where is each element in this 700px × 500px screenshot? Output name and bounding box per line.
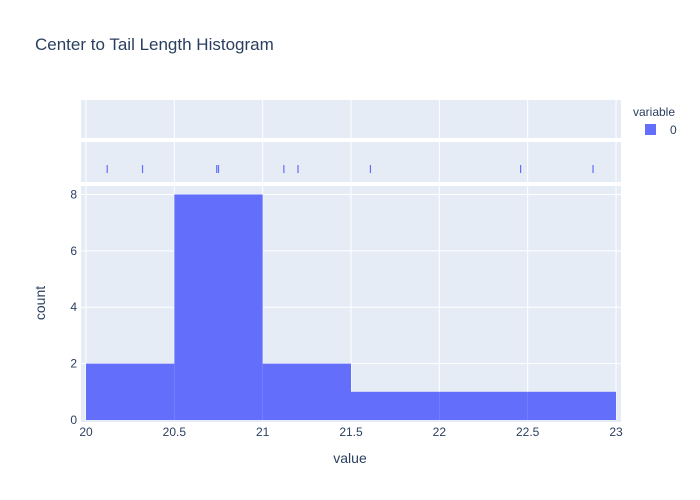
x-tick-label: 22.5 (516, 425, 540, 439)
histogram-bars (86, 194, 616, 420)
histogram-bar (351, 391, 440, 420)
legend: variable 0 (633, 105, 677, 137)
y-tick-label: 4 (70, 300, 77, 314)
legend-item[interactable]: 0 (645, 123, 677, 137)
x-axis-title: value (333, 450, 367, 466)
x-axis-tick-labels: 20 20.5 21 21.5 22 22.5 23 (79, 425, 623, 439)
x-tick-label: 21.5 (339, 425, 363, 439)
legend-label: 0 (670, 123, 677, 137)
x-tick-label: 23 (609, 425, 623, 439)
y-tick-label: 8 (70, 187, 77, 201)
y-axis-title: count (32, 286, 48, 320)
rug-gridlines (85, 100, 617, 182)
histogram-bar (527, 391, 616, 420)
x-tick-label: 22 (433, 425, 447, 439)
legend-swatch (645, 124, 656, 135)
x-tick-label: 20.5 (163, 425, 187, 439)
y-tick-label: 6 (70, 244, 77, 258)
x-tick-label: 21 (256, 425, 270, 439)
x-tick-label: 20 (79, 425, 93, 439)
chart-title: Center to Tail Length Histogram (35, 35, 274, 54)
histogram-bar (439, 391, 528, 420)
histogram-bar (86, 363, 175, 420)
y-axis-tick-labels: 0 2 4 6 8 (70, 187, 77, 427)
histogram-bar (262, 363, 351, 420)
y-tick-label: 2 (70, 357, 77, 371)
y-tick-label: 0 (70, 413, 77, 427)
rug-marks (106, 165, 594, 173)
legend-title: variable (633, 105, 675, 119)
histogram-bar (174, 194, 263, 420)
